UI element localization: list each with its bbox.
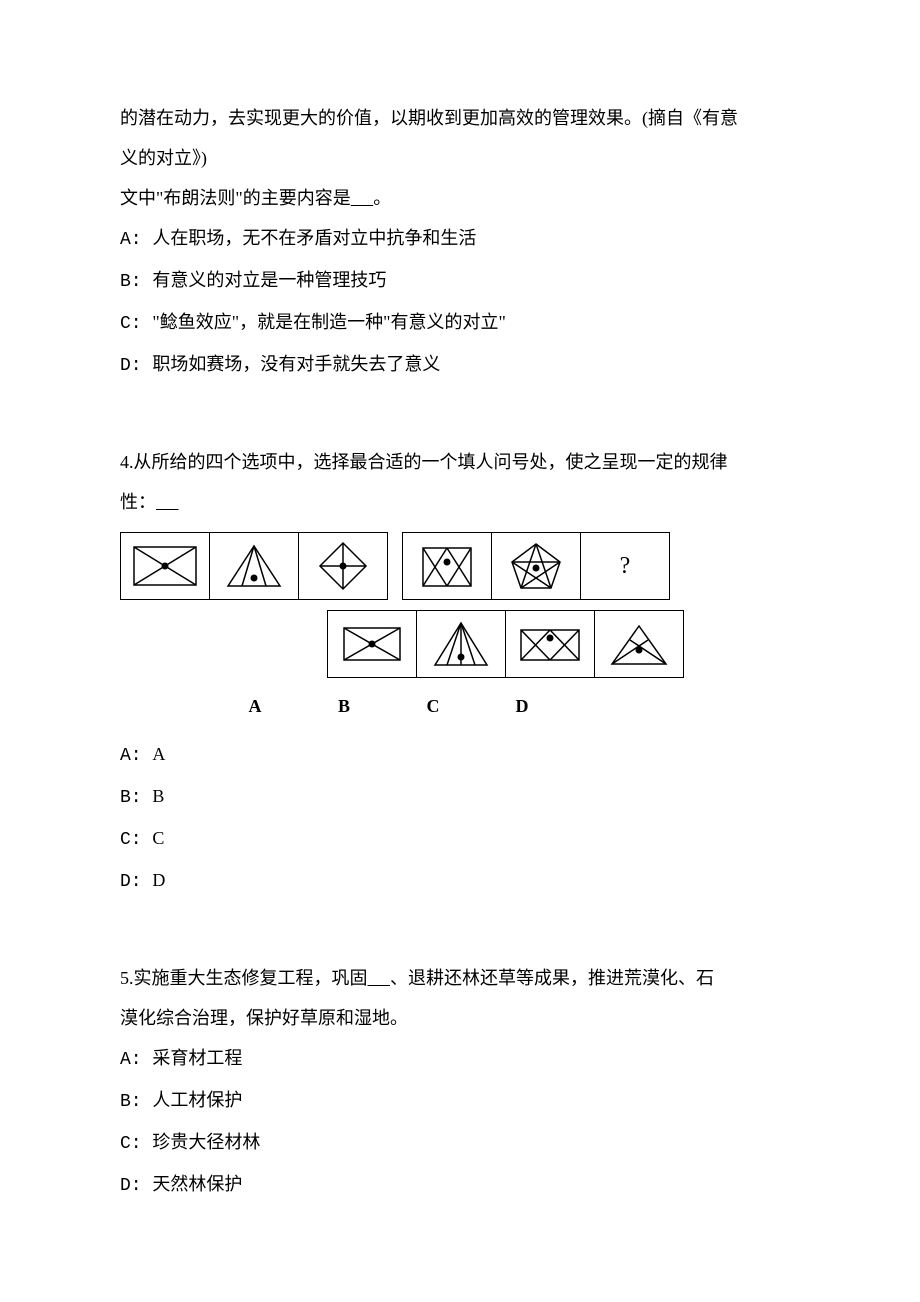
label-b: B (299, 688, 389, 724)
option-text: B (152, 786, 164, 806)
option-text: 有意义的对立是一种管理技巧 (152, 270, 386, 290)
q5-block: 5.实施重大生态修复工程，巩固 、退耕还林还草等成果，推进荒漠化、石 漠化综合治… (120, 960, 800, 1204)
option-letter: A: (120, 746, 152, 766)
q4-option-a[interactable]: A: A (120, 736, 800, 774)
label-a: A (210, 688, 300, 724)
q5-option-c[interactable]: C: 珍贵大径材林 (120, 1124, 800, 1162)
sequence-row: ? (120, 532, 800, 600)
q3-option-b[interactable]: B: 有意义的对立是一种管理技巧 (120, 262, 800, 300)
q5-number: 5. (120, 968, 134, 988)
q3-option-c[interactable]: C: "鲶鱼效应"，就是在制造一种"有意义的对立" (120, 304, 800, 342)
q3-prompt-suffix: 。 (373, 188, 391, 208)
q5-prefix: 实施重大生态修复工程，巩固 (134, 968, 368, 988)
option-letter: D: (120, 356, 152, 376)
seq-cell-5 (491, 532, 581, 600)
q3-option-a[interactable]: A: 人在职场，无不在矛盾对立中抗争和生活 (120, 220, 800, 258)
answer-cell-a[interactable] (327, 610, 417, 678)
blank-fill (368, 968, 391, 988)
q5-option-d[interactable]: D: 天然林保护 (120, 1166, 800, 1204)
option-text: C (152, 828, 164, 848)
q4-text: 4.从所给的四个选项中，选择最合适的一个填人问号处，使之呈现一定的规律 (120, 444, 800, 480)
q5-option-b[interactable]: B: 人工材保护 (120, 1082, 800, 1120)
q4-option-d[interactable]: D: D (120, 862, 800, 900)
option-text: 人工材保护 (152, 1090, 242, 1110)
option-letter: D: (120, 872, 152, 892)
blank-fill (351, 188, 374, 208)
q4-text-line2: 性： (120, 484, 800, 520)
label-d: D (477, 688, 567, 724)
option-text: 珍贵大径材林 (152, 1132, 260, 1152)
q5-option-a[interactable]: A: 采育材工程 (120, 1040, 800, 1078)
option-letter: C: (120, 1134, 152, 1154)
q4-figure: ? (120, 532, 800, 724)
blank-fill (156, 492, 179, 512)
option-letter: C: (120, 314, 152, 334)
answer-cell-d[interactable] (594, 610, 684, 678)
option-letter: A: (120, 230, 152, 250)
q3-prompt: 文中"布朗法则"的主要内容是 。 (120, 180, 800, 216)
q4-line2: 性： (120, 492, 156, 512)
q3-text-line2: 义的对立》) (120, 140, 800, 176)
option-letter: B: (120, 1092, 152, 1112)
option-text: A (152, 744, 165, 764)
seq-cell-1 (120, 532, 210, 600)
q4-line1: 从所给的四个选项中，选择最合适的一个填人问号处，使之呈现一定的规律 (134, 452, 728, 472)
q4-option-c[interactable]: C: C (120, 820, 800, 858)
question-mark: ? (620, 542, 631, 590)
answer-cell-c[interactable] (505, 610, 595, 678)
q4-block: 4.从所给的四个选项中，选择最合适的一个填人问号处，使之呈现一定的规律 性： (120, 444, 800, 900)
option-letter: A: (120, 1050, 152, 1070)
q3-prompt-prefix: 文中"布朗法则"的主要内容是 (120, 188, 351, 208)
q4-option-b[interactable]: B: B (120, 778, 800, 816)
option-letter: D: (120, 1176, 152, 1196)
group-gap (388, 532, 402, 600)
q3-text-line1: 的潜在动力，去实现更大的价值，以期收到更加高效的管理效果。(摘自《有意 (120, 100, 800, 136)
q3-continuation: 的潜在动力，去实现更大的价值，以期收到更加高效的管理效果。(摘自《有意 义的对立… (120, 100, 800, 384)
seq-cell-3 (298, 532, 388, 600)
option-text: 人在职场，无不在矛盾对立中抗争和生活 (152, 228, 476, 248)
q3-option-d[interactable]: D: 职场如赛场，没有对手就失去了意义 (120, 346, 800, 384)
option-letter: C: (120, 830, 152, 850)
answer-cell-b[interactable] (416, 610, 506, 678)
answer-row (120, 610, 800, 678)
option-text: 采育材工程 (152, 1048, 242, 1068)
option-text: "鲶鱼效应"，就是在制造一种"有意义的对立" (152, 312, 505, 332)
seq-cell-4 (402, 532, 492, 600)
option-text: D (152, 870, 165, 890)
seq-cell-2 (209, 532, 299, 600)
q5-text-line1: 5.实施重大生态修复工程，巩固 、退耕还林还草等成果，推进荒漠化、石 (120, 960, 800, 996)
q5-text-line2: 漠化综合治理，保护好草原和湿地。 (120, 1000, 800, 1036)
q5-suffix: 、退耕还林还草等成果，推进荒漠化、石 (390, 968, 714, 988)
answer-labels: A B C D (120, 688, 800, 724)
q4-number: 4. (120, 452, 134, 472)
option-letter: B: (120, 788, 152, 808)
option-text: 天然林保护 (152, 1174, 242, 1194)
option-text: 职场如赛场，没有对手就失去了意义 (152, 354, 440, 374)
label-c: C (388, 688, 478, 724)
option-letter: B: (120, 272, 152, 292)
seq-cell-question: ? (580, 532, 670, 600)
